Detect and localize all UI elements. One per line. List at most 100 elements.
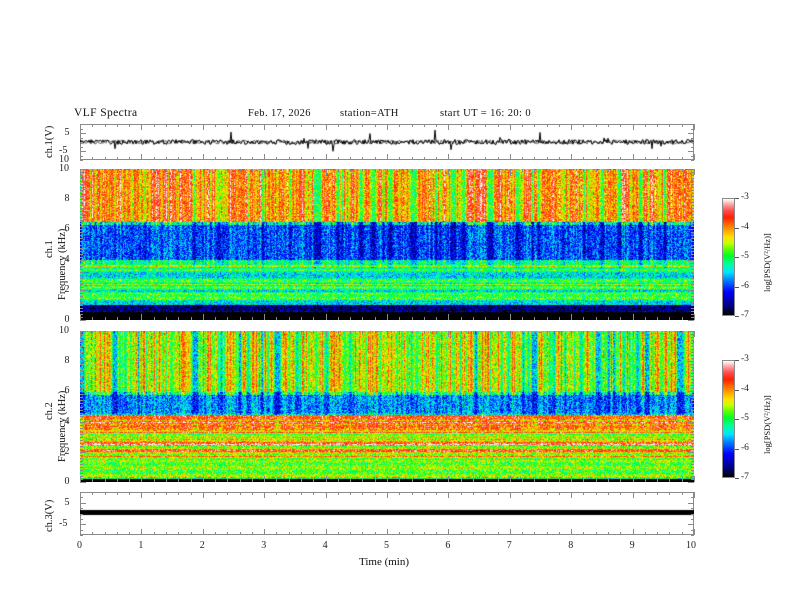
axis-tick xyxy=(691,178,694,180)
axis-tick xyxy=(251,479,253,482)
axis-tick xyxy=(681,479,683,482)
axis-tick xyxy=(80,394,83,396)
axis-tick xyxy=(129,157,131,160)
axis-tick xyxy=(691,382,694,384)
axis-tick xyxy=(583,124,585,127)
axis-tick xyxy=(337,169,339,172)
axis-tick xyxy=(80,427,83,429)
axis-tick xyxy=(620,317,622,320)
axis-tick xyxy=(571,124,573,130)
axis-tick xyxy=(534,492,536,495)
axis-tick xyxy=(595,331,597,334)
axis-tick xyxy=(691,373,694,375)
axis-tick xyxy=(276,124,278,127)
axis-tick xyxy=(620,331,622,334)
axis-tick xyxy=(80,214,83,216)
axis-tick xyxy=(657,317,659,320)
ch3-volt-tick-5: 5 xyxy=(64,496,70,508)
ch1-freq-tick-0: 0 xyxy=(64,314,70,325)
axis-tick xyxy=(264,492,266,498)
axis-tick xyxy=(657,532,659,535)
axis-tick xyxy=(80,124,81,130)
axis-tick xyxy=(325,492,327,498)
x-tick-label-6: 6 xyxy=(445,540,451,551)
axis-tick xyxy=(80,268,83,270)
axis-tick xyxy=(691,475,694,477)
axis-tick xyxy=(202,492,204,498)
axis-tick xyxy=(399,492,401,495)
axis-tick xyxy=(80,424,83,426)
axis-tick xyxy=(691,313,694,315)
axis-tick xyxy=(104,331,106,334)
axis-tick xyxy=(546,331,548,334)
axis-tick xyxy=(288,479,290,482)
axis-tick xyxy=(691,235,694,237)
axis-tick xyxy=(350,124,352,127)
axis-tick xyxy=(288,492,290,495)
axis-tick xyxy=(227,169,229,172)
axis-tick xyxy=(644,331,646,334)
axis-tick xyxy=(691,193,694,195)
axis-tick xyxy=(571,492,573,498)
axis-tick xyxy=(362,169,364,172)
ch2-freq-tick-8: 8 xyxy=(64,355,70,367)
axis-tick xyxy=(691,217,694,219)
plot-start-ut: start UT = 16: 20: 0 xyxy=(440,108,532,119)
axis-tick xyxy=(362,532,364,535)
axis-tick xyxy=(313,157,315,160)
axis-tick xyxy=(399,157,401,160)
axis-tick xyxy=(239,492,241,495)
axis-tick xyxy=(227,317,229,320)
axis-tick xyxy=(509,331,511,337)
axis-tick xyxy=(436,169,438,172)
axis-tick xyxy=(190,492,192,495)
axis-tick xyxy=(337,479,339,482)
axis-tick xyxy=(141,154,143,160)
axis-tick xyxy=(691,409,694,411)
axis-tick xyxy=(325,154,327,160)
axis-tick xyxy=(691,370,694,372)
axis-tick xyxy=(691,497,694,499)
axis-tick xyxy=(190,532,192,535)
colorbar-ch2 xyxy=(722,360,735,478)
axis-tick xyxy=(374,157,376,160)
axis-tick xyxy=(116,331,118,334)
axis-tick xyxy=(80,274,83,276)
axis-tick xyxy=(436,532,438,535)
axis-tick xyxy=(80,244,83,246)
axis-tick xyxy=(688,133,694,134)
axis-tick xyxy=(80,439,83,441)
axis-tick xyxy=(399,169,401,172)
axis-tick xyxy=(595,157,597,160)
axis-tick xyxy=(264,476,266,482)
axis-tick xyxy=(387,331,388,337)
axis-tick xyxy=(80,448,83,450)
axis-tick xyxy=(681,532,683,535)
ch1-colorbar-label-neg5: -5 xyxy=(741,251,749,261)
axis-tick xyxy=(460,157,462,160)
axis-tick xyxy=(691,492,694,493)
ch1-colorbar-label-neg4: -4 xyxy=(741,221,749,232)
axis-tick xyxy=(571,314,573,320)
x-tick-label-3: 3 xyxy=(261,540,267,551)
axis-tick xyxy=(688,320,694,321)
axis-tick xyxy=(80,320,86,321)
axis-tick xyxy=(522,532,524,535)
axis-tick xyxy=(583,331,585,334)
axis-tick xyxy=(691,400,694,402)
axis-tick xyxy=(436,479,438,482)
axis-tick xyxy=(644,157,646,160)
axis-tick xyxy=(691,214,694,216)
axis-tick xyxy=(472,479,474,482)
axis-tick xyxy=(694,476,695,482)
axis-tick xyxy=(387,154,388,160)
axis-tick xyxy=(485,532,487,535)
axis-tick xyxy=(423,479,425,482)
ch2-colorbar-tick xyxy=(735,360,739,361)
axis-tick xyxy=(691,292,694,294)
axis-tick xyxy=(141,529,143,535)
axis-tick xyxy=(165,124,167,127)
axis-tick xyxy=(620,492,622,495)
axis-tick xyxy=(691,301,694,303)
axis-tick xyxy=(691,146,694,148)
